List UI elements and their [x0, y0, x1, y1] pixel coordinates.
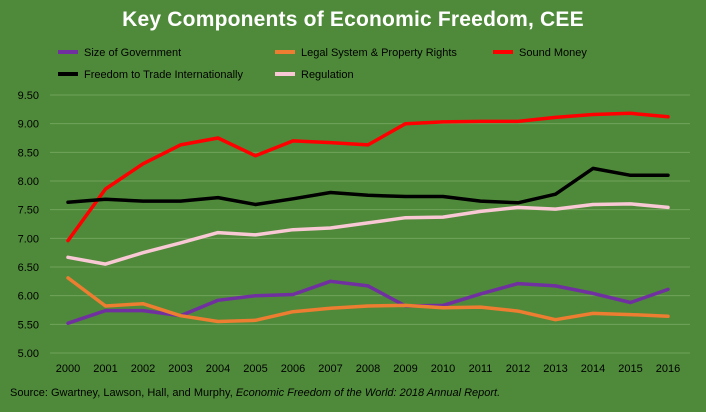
series-lines [66, 111, 670, 325]
series-line-legal-system-property-rights [66, 276, 670, 324]
series-line-regulation [66, 202, 670, 266]
x-tick-label: 2012 [506, 363, 530, 375]
legend-label: Regulation [301, 69, 354, 81]
x-tick-label: 2000 [56, 363, 80, 375]
legend-label: Size of Government [84, 47, 181, 59]
x-tick-label: 2002 [131, 363, 155, 375]
y-tick-label: 9.00 [18, 119, 39, 131]
x-tick-label: 2009 [393, 363, 417, 375]
series-line-size-of-government [66, 279, 670, 325]
x-tick-label: 2013 [543, 363, 567, 375]
x-tick-label: 2004 [206, 363, 230, 375]
legend-label: Sound Money [519, 47, 587, 59]
gridlines [50, 94, 690, 354]
y-tick-label: 6.50 [18, 262, 39, 274]
legend-label: Legal System & Property Rights [301, 47, 457, 59]
x-tick-label: 2008 [356, 363, 380, 375]
source-prefix: Source: Gwartney, Lawson, Hall, and Murp… [10, 387, 236, 399]
x-tick-label: 2005 [243, 363, 267, 375]
series-line-sound-money [66, 111, 670, 243]
x-axis-ticks: 2000 2001 2002 2003 2004 2005 2006 2007 2008 2009… [56, 363, 680, 375]
series-line-freedom-to-trade-internationally [66, 166, 670, 207]
x-tick-label: 2011 [469, 363, 493, 375]
x-tick-label: 2014 [581, 363, 605, 375]
legend: Size of Government Legal System & Propert… [58, 47, 587, 81]
y-tick-label: 6.00 [18, 291, 39, 303]
x-tick-label: 2006 [281, 363, 305, 375]
y-tick-label: 5.00 [18, 348, 39, 360]
y-tick-label: 8.00 [18, 176, 39, 188]
y-tick-label: 7.00 [18, 233, 39, 245]
source-note: Source: Gwartney, Lawson, Hall, and Murp… [10, 387, 500, 399]
x-tick-label: 2003 [168, 363, 192, 375]
y-tick-label: 8.50 [18, 147, 39, 159]
legend-label: Freedom to Trade Internationally [84, 69, 243, 81]
y-tick-label: 7.50 [18, 205, 39, 217]
x-tick-label: 2015 [618, 363, 642, 375]
y-tick-label: 9.50 [18, 90, 39, 102]
source-title: Economic Freedom of the World: 2018 Annu… [235, 387, 501, 399]
y-axis-ticks: 5.00 5.50 6.00 6.50 7.00 7.50 8.00 8.50 9.00 9.50 [18, 90, 39, 360]
chart-title: Key Components of Economic Freedom, CEE [122, 8, 584, 31]
x-tick-label: 2007 [318, 363, 342, 375]
x-tick-label: 2001 [93, 363, 117, 375]
y-tick-label: 5.50 [18, 319, 39, 331]
x-tick-label: 2010 [431, 363, 455, 375]
x-tick-label: 2016 [656, 363, 680, 375]
